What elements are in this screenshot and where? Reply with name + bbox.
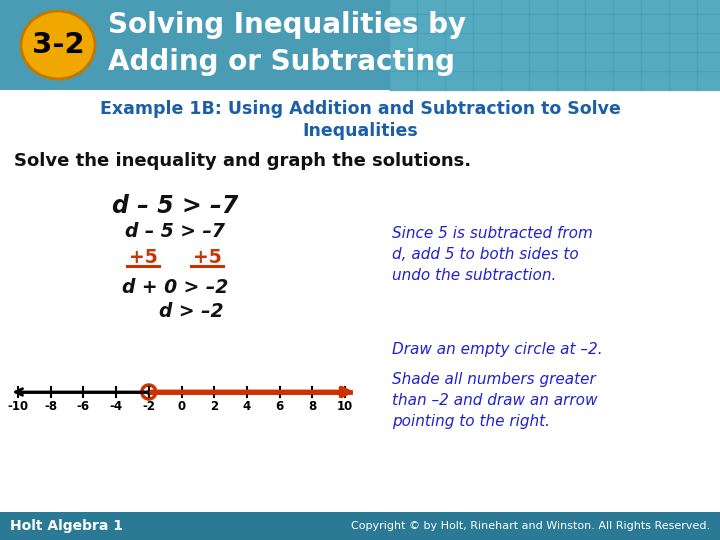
Text: Solve the inequality and graph the solutions.: Solve the inequality and graph the solut… <box>14 152 471 170</box>
FancyBboxPatch shape <box>642 32 670 52</box>
Text: Since 5 is subtracted from
d, add 5 to both sides to
undo the subtraction.: Since 5 is subtracted from d, add 5 to b… <box>392 226 593 283</box>
FancyBboxPatch shape <box>390 0 418 15</box>
FancyBboxPatch shape <box>557 14 587 33</box>
FancyBboxPatch shape <box>642 0 670 15</box>
FancyBboxPatch shape <box>390 32 418 52</box>
Circle shape <box>142 385 156 399</box>
FancyBboxPatch shape <box>642 71 670 91</box>
Text: 4: 4 <box>243 400 251 413</box>
FancyBboxPatch shape <box>446 71 474 91</box>
FancyBboxPatch shape <box>585 0 614 15</box>
Text: Solving Inequalities by: Solving Inequalities by <box>108 11 466 39</box>
Text: -2: -2 <box>143 400 156 413</box>
FancyBboxPatch shape <box>474 14 503 33</box>
Text: +5: +5 <box>129 248 158 267</box>
FancyBboxPatch shape <box>390 51 418 71</box>
Text: 0: 0 <box>177 400 186 413</box>
FancyBboxPatch shape <box>529 71 559 91</box>
FancyBboxPatch shape <box>698 32 720 52</box>
FancyBboxPatch shape <box>529 0 559 15</box>
FancyBboxPatch shape <box>474 51 503 71</box>
FancyBboxPatch shape <box>670 32 698 52</box>
FancyBboxPatch shape <box>642 51 670 71</box>
FancyBboxPatch shape <box>557 71 587 91</box>
FancyBboxPatch shape <box>390 71 418 91</box>
FancyBboxPatch shape <box>418 71 446 91</box>
Text: 3-2: 3-2 <box>32 31 84 59</box>
FancyBboxPatch shape <box>585 14 614 33</box>
FancyBboxPatch shape <box>613 71 642 91</box>
FancyBboxPatch shape <box>613 32 642 52</box>
Text: 10: 10 <box>337 400 353 413</box>
Circle shape <box>147 390 150 394</box>
FancyBboxPatch shape <box>585 51 614 71</box>
FancyBboxPatch shape <box>698 0 720 15</box>
Bar <box>0 512 720 540</box>
FancyBboxPatch shape <box>502 32 531 52</box>
FancyBboxPatch shape <box>613 0 642 15</box>
FancyBboxPatch shape <box>698 14 720 33</box>
FancyBboxPatch shape <box>557 51 587 71</box>
FancyBboxPatch shape <box>613 51 642 71</box>
FancyBboxPatch shape <box>418 51 446 71</box>
Text: Inequalities: Inequalities <box>302 122 418 140</box>
FancyBboxPatch shape <box>529 14 559 33</box>
Text: d > –2: d > –2 <box>158 302 223 321</box>
Text: Copyright © by Holt, Rinehart and Winston. All Rights Reserved.: Copyright © by Holt, Rinehart and Winsto… <box>351 521 710 531</box>
Text: Example 1B: Using Addition and Subtraction to Solve: Example 1B: Using Addition and Subtracti… <box>99 100 621 118</box>
FancyBboxPatch shape <box>418 32 446 52</box>
Text: d – 5 > –7: d – 5 > –7 <box>125 222 225 241</box>
FancyBboxPatch shape <box>585 71 614 91</box>
FancyBboxPatch shape <box>613 14 642 33</box>
FancyBboxPatch shape <box>418 14 446 33</box>
Text: -6: -6 <box>77 400 90 413</box>
FancyBboxPatch shape <box>698 51 720 71</box>
FancyBboxPatch shape <box>502 14 531 33</box>
Text: -10: -10 <box>7 400 29 413</box>
FancyBboxPatch shape <box>557 32 587 52</box>
FancyBboxPatch shape <box>529 51 559 71</box>
Ellipse shape <box>21 11 95 79</box>
FancyBboxPatch shape <box>670 14 698 33</box>
FancyBboxPatch shape <box>557 0 587 15</box>
FancyBboxPatch shape <box>670 51 698 71</box>
FancyBboxPatch shape <box>502 0 531 15</box>
FancyBboxPatch shape <box>446 0 474 15</box>
FancyBboxPatch shape <box>529 32 559 52</box>
Text: 2: 2 <box>210 400 218 413</box>
Text: Adding or Subtracting: Adding or Subtracting <box>108 48 455 76</box>
Text: d + 0 > –2: d + 0 > –2 <box>122 278 228 297</box>
FancyBboxPatch shape <box>446 14 474 33</box>
Text: Shade all numbers greater
than –2 and draw an arrow
pointing to the right.: Shade all numbers greater than –2 and dr… <box>392 372 598 429</box>
Bar <box>0 0 720 90</box>
FancyBboxPatch shape <box>446 51 474 71</box>
FancyBboxPatch shape <box>670 71 698 91</box>
FancyBboxPatch shape <box>474 71 503 91</box>
Text: 6: 6 <box>276 400 284 413</box>
FancyBboxPatch shape <box>698 71 720 91</box>
Text: Holt Algebra 1: Holt Algebra 1 <box>10 519 123 533</box>
FancyBboxPatch shape <box>502 51 531 71</box>
FancyBboxPatch shape <box>585 32 614 52</box>
Text: -4: -4 <box>109 400 122 413</box>
Text: -8: -8 <box>44 400 58 413</box>
FancyBboxPatch shape <box>390 14 418 33</box>
Text: 8: 8 <box>308 400 316 413</box>
Text: Draw an empty circle at –2.: Draw an empty circle at –2. <box>392 342 603 357</box>
FancyBboxPatch shape <box>642 14 670 33</box>
FancyBboxPatch shape <box>474 32 503 52</box>
FancyBboxPatch shape <box>418 0 446 15</box>
FancyBboxPatch shape <box>446 32 474 52</box>
FancyBboxPatch shape <box>670 0 698 15</box>
FancyBboxPatch shape <box>474 0 503 15</box>
Text: +5: +5 <box>193 248 221 267</box>
Text: d – 5 > –7: d – 5 > –7 <box>112 194 238 218</box>
FancyBboxPatch shape <box>502 71 531 91</box>
